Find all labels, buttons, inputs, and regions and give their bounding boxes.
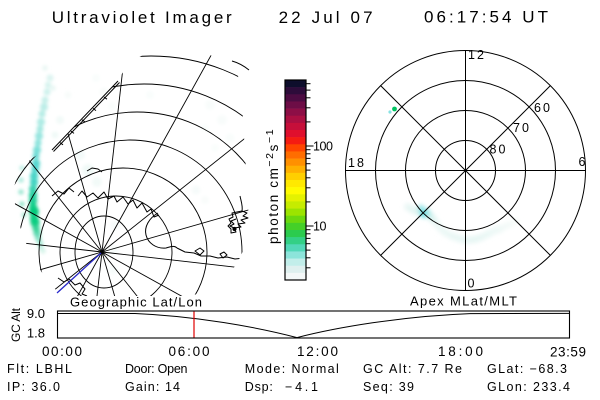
svg-text:6: 6 (579, 155, 586, 169)
svg-text:Door: Open: Door: Open (125, 362, 188, 376)
svg-text:10: 10 (313, 220, 327, 234)
svg-text:23:59: 23:59 (550, 345, 586, 360)
svg-text:100: 100 (313, 140, 333, 154)
svg-text:Mode: Normal: Mode: Normal (245, 362, 339, 376)
svg-text:GC Alt: 7.7 Re: GC Alt: 7.7 Re (363, 362, 462, 376)
svg-text:IP: 36.0: IP: 36.0 (7, 380, 60, 394)
svg-text:GLon: 233.4: GLon: 233.4 (487, 380, 570, 394)
svg-text:GLat: −68.3: GLat: −68.3 (487, 362, 567, 376)
svg-text:Geographic Lat/Lon: Geographic Lat/Lon (70, 295, 202, 310)
svg-text:1.8: 1.8 (27, 326, 45, 341)
svg-text:18: 18 (348, 156, 364, 170)
svg-text:70: 70 (513, 121, 529, 135)
svg-text:Seq: 39: Seq: 39 (363, 380, 414, 394)
svg-text:Gain: 14: Gain: 14 (125, 380, 180, 394)
svg-text:00:00: 00:00 (42, 344, 82, 359)
svg-text:80: 80 (490, 143, 506, 157)
svg-text:GC Alt: GC Alt (9, 307, 23, 342)
svg-text:60: 60 (534, 101, 550, 115)
svg-text:9.0: 9.0 (27, 306, 45, 321)
svg-text:12:00: 12:00 (297, 344, 338, 359)
svg-text:0: 0 (468, 277, 475, 291)
svg-text:18:00: 18:00 (438, 344, 483, 359)
svg-text:−4.1: −4.1 (285, 380, 318, 394)
svg-text:12: 12 (468, 48, 484, 62)
svg-text:photon cm−2s−1: photon cm−2s−1 (264, 128, 281, 244)
svg-text:06:17:54 UT: 06:17:54 UT (424, 8, 548, 27)
svg-text:Apex MLat/MLT: Apex MLat/MLT (410, 294, 517, 309)
svg-text:06:00: 06:00 (169, 344, 210, 359)
svg-text:22 Jul 07: 22 Jul 07 (279, 8, 373, 27)
svg-text:Flt: LBHL: Flt: LBHL (7, 362, 72, 376)
svg-text:Ultraviolet Imager: Ultraviolet Imager (52, 8, 232, 27)
svg-text:Dsp:: Dsp: (245, 380, 273, 394)
